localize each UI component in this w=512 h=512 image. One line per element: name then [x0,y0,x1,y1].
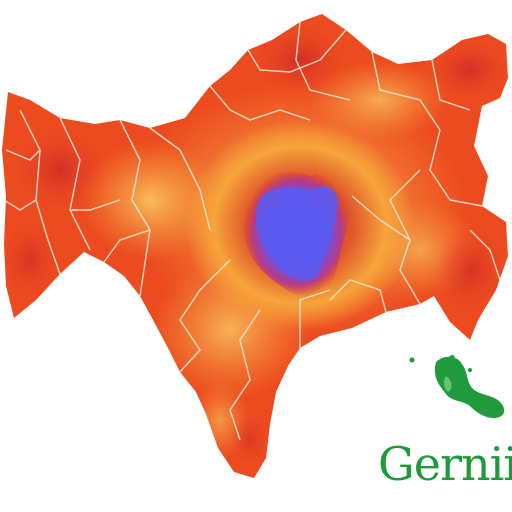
pink-patch [96,292,126,336]
green-region-inset-icon [409,355,505,418]
map-label: Gernii [378,437,512,491]
region-borders [3,21,501,441]
